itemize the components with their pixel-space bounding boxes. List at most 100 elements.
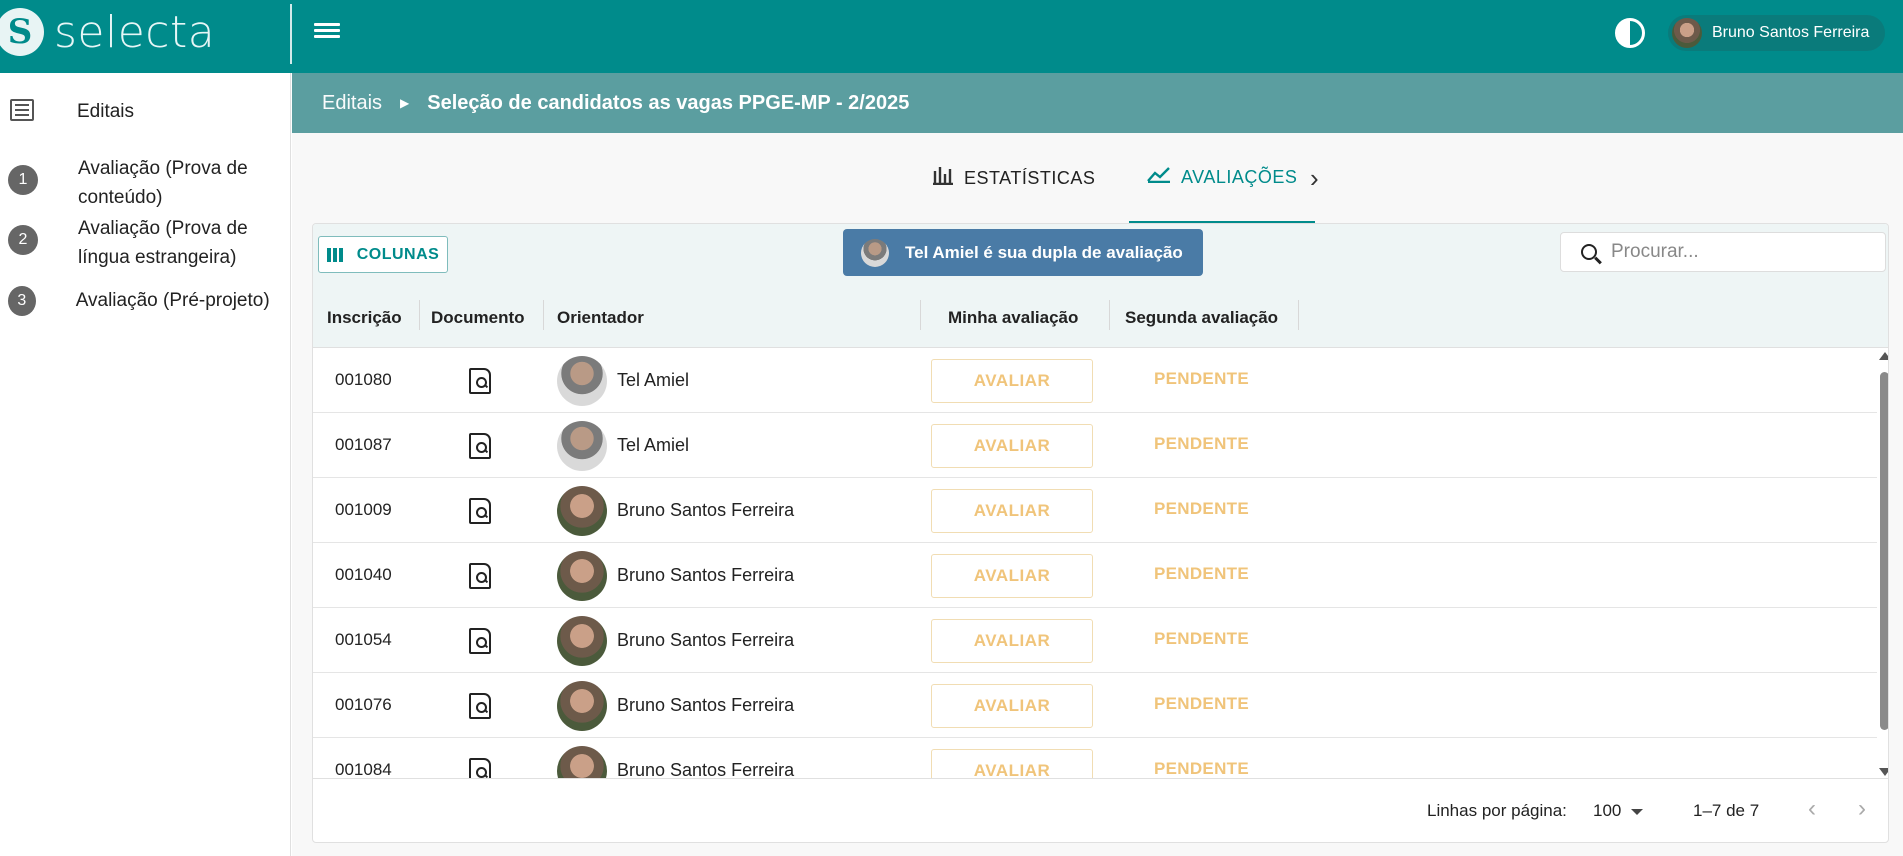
orientador-cell: Tel Amiel (617, 435, 690, 455)
avatar (557, 616, 607, 666)
avaliar-button[interactable]: AVALIAR (931, 489, 1093, 533)
trending-icon (1147, 165, 1171, 189)
evaluations-table: COLUNAS Tel Amiel é sua dupla de avaliaç… (312, 223, 1889, 843)
orientador-cell: Bruno Santos Ferreira (617, 760, 795, 778)
columns-button[interactable]: COLUNAS (318, 236, 448, 273)
search-input[interactable] (1611, 241, 1871, 263)
document-search-icon[interactable] (469, 693, 491, 719)
document-search-icon[interactable] (469, 628, 491, 654)
rows-per-page-select[interactable]: 100 (1593, 801, 1643, 821)
list-icon (10, 99, 34, 121)
inscricao-cell: 001080 (335, 370, 392, 389)
table-row: 001084 Bruno Santos Ferreira AVALIAR PEN… (313, 738, 1877, 778)
column-header-minha-avaliacao[interactable]: Minha avaliação (948, 308, 1079, 327)
app-logo[interactable]: S selecta (0, 0, 215, 64)
tab-label: AVALIAÇÕES (1181, 166, 1298, 187)
page-title: Seleção de candidatos as vagas PPGE-MP -… (427, 91, 910, 114)
table-pagination: Linhas por página: 100 1–7 de 7 ‹ › (313, 778, 1888, 842)
sidebar-item-prova-lingua[interactable]: 2 Avaliação (Prova de língua estrangeira… (8, 214, 288, 272)
status-badge: PENDENTE (1154, 434, 1249, 453)
sidebar: Editais 1 Avaliação (Prova de conteúdo) … (0, 73, 291, 856)
pagination-range: 1–7 de 7 (1693, 801, 1760, 820)
sidebar-item-label: Editais (77, 101, 135, 122)
top-app-bar: S selecta Bruno Santos Ferreira (0, 0, 1903, 73)
tab-label: ESTATÍSTICAS (964, 167, 1096, 188)
main-content: ESTATÍSTICAS AVALIAÇÕES › COLUNAS Tel Am… (292, 133, 1903, 856)
breadcrumb-editais-link[interactable]: Editais (322, 91, 383, 114)
status-badge: PENDENTE (1154, 759, 1249, 778)
bar-chart-icon (932, 165, 954, 191)
column-header-orientador[interactable]: Orientador (557, 308, 644, 327)
scroll-thumb[interactable] (1880, 372, 1888, 730)
theme-contrast-icon[interactable] (1615, 18, 1645, 48)
sidebar-item-label: Avaliação (Pré-projeto) (75, 290, 270, 311)
search-icon (1581, 244, 1597, 260)
avatar (861, 238, 889, 267)
avaliar-button[interactable]: AVALIAR (931, 554, 1093, 598)
document-search-icon[interactable] (469, 563, 491, 589)
table-body: 001080 Tel Amiel AVALIAR PENDENTE 001087… (313, 348, 1877, 778)
user-name: Bruno Santos Ferreira (1712, 24, 1870, 41)
tab-bar: ESTATÍSTICAS AVALIAÇÕES › (292, 133, 1903, 223)
document-search-icon[interactable] (469, 368, 491, 394)
avaliar-button[interactable]: AVALIAR (931, 684, 1093, 728)
avaliar-button[interactable]: AVALIAR (931, 619, 1093, 663)
sidebar-item-label: Avaliação (Prova de língua estrangeira) (78, 218, 248, 268)
column-header-inscricao[interactable]: Inscrição (327, 308, 402, 327)
avaliar-button[interactable]: AVALIAR (931, 359, 1093, 403)
search-box[interactable] (1560, 232, 1886, 272)
user-menu-button[interactable]: Bruno Santos Ferreira (1668, 15, 1886, 51)
inscricao-cell: 001054 (335, 630, 392, 649)
avatar (557, 356, 607, 406)
document-search-icon[interactable] (469, 498, 491, 524)
avaliar-button[interactable]: AVALIAR (931, 749, 1093, 778)
orientador-cell: Bruno Santos Ferreira (617, 565, 795, 585)
sidebar-item-label: Avaliação (Prova de conteúdo) (78, 158, 248, 208)
table-row: 001087 Tel Amiel AVALIAR PENDENTE (313, 413, 1877, 478)
orientador-cell: Bruno Santos Ferreira (617, 630, 795, 650)
avaliar-button[interactable]: AVALIAR (931, 424, 1093, 468)
step-number-badge: 1 (8, 165, 38, 195)
table-toolbar: COLUNAS Tel Amiel é sua dupla de avaliaç… (313, 224, 1888, 348)
rows-per-page-label: Linhas por página: (1427, 801, 1567, 820)
orientador-cell: Bruno Santos Ferreira (617, 695, 795, 715)
app-name: selecta (54, 6, 216, 58)
chevron-right-icon: ▶ (400, 96, 410, 110)
column-header-documento[interactable]: Documento (431, 308, 525, 327)
tab-estatisticas[interactable]: ESTATÍSTICAS (932, 133, 1095, 223)
header-divider (290, 4, 292, 64)
status-badge: PENDENTE (1154, 369, 1249, 388)
previous-page-icon[interactable]: ‹ (1808, 795, 1816, 822)
status-badge: PENDENTE (1154, 499, 1249, 518)
breadcrumb: Editais ▶ Seleção de candidatos as vagas… (292, 73, 1903, 133)
orientador-cell: Tel Amiel (617, 370, 690, 390)
inscricao-cell: 001076 (335, 695, 392, 714)
status-badge: PENDENTE (1154, 629, 1249, 648)
hamburger-menu-icon[interactable] (314, 20, 340, 44)
table-scrollbar[interactable] (1879, 348, 1888, 778)
scroll-down-icon[interactable] (1879, 768, 1888, 776)
step-number-badge: 3 (8, 286, 36, 316)
sidebar-item-pre-projeto[interactable]: 3 Avaliação (Pré-projeto) (8, 286, 288, 316)
inscricao-cell: 001087 (335, 435, 392, 454)
chevron-right-icon[interactable]: › (1310, 163, 1319, 193)
orientador-cell: Bruno Santos Ferreira (617, 500, 795, 520)
next-page-icon[interactable]: › (1858, 795, 1866, 822)
table-row: 001009 Bruno Santos Ferreira AVALIAR PEN… (313, 478, 1877, 543)
sidebar-item-prova-conteudo[interactable]: 1 Avaliação (Prova de conteúdo) (8, 154, 288, 212)
avatar (557, 681, 607, 731)
scroll-up-icon[interactable] (1879, 352, 1888, 360)
status-badge: PENDENTE (1154, 694, 1249, 713)
inscricao-cell: 001040 (335, 565, 392, 584)
column-header-segunda-avaliacao[interactable]: Segunda avaliação (1125, 308, 1279, 327)
document-search-icon[interactable] (469, 758, 491, 778)
status-badge: PENDENTE (1154, 564, 1249, 583)
table-row: 001076 Bruno Santos Ferreira AVALIAR PEN… (313, 673, 1877, 738)
avatar (1672, 18, 1702, 48)
table-row: 001080 Tel Amiel AVALIAR PENDENTE (313, 348, 1877, 413)
avatar (557, 551, 607, 601)
tab-avaliacoes[interactable]: AVALIAÇÕES (1129, 133, 1316, 223)
table-row: 001040 Bruno Santos Ferreira AVALIAR PEN… (313, 543, 1877, 608)
selecta-logo-icon: S (0, 8, 44, 56)
document-search-icon[interactable] (469, 433, 491, 459)
